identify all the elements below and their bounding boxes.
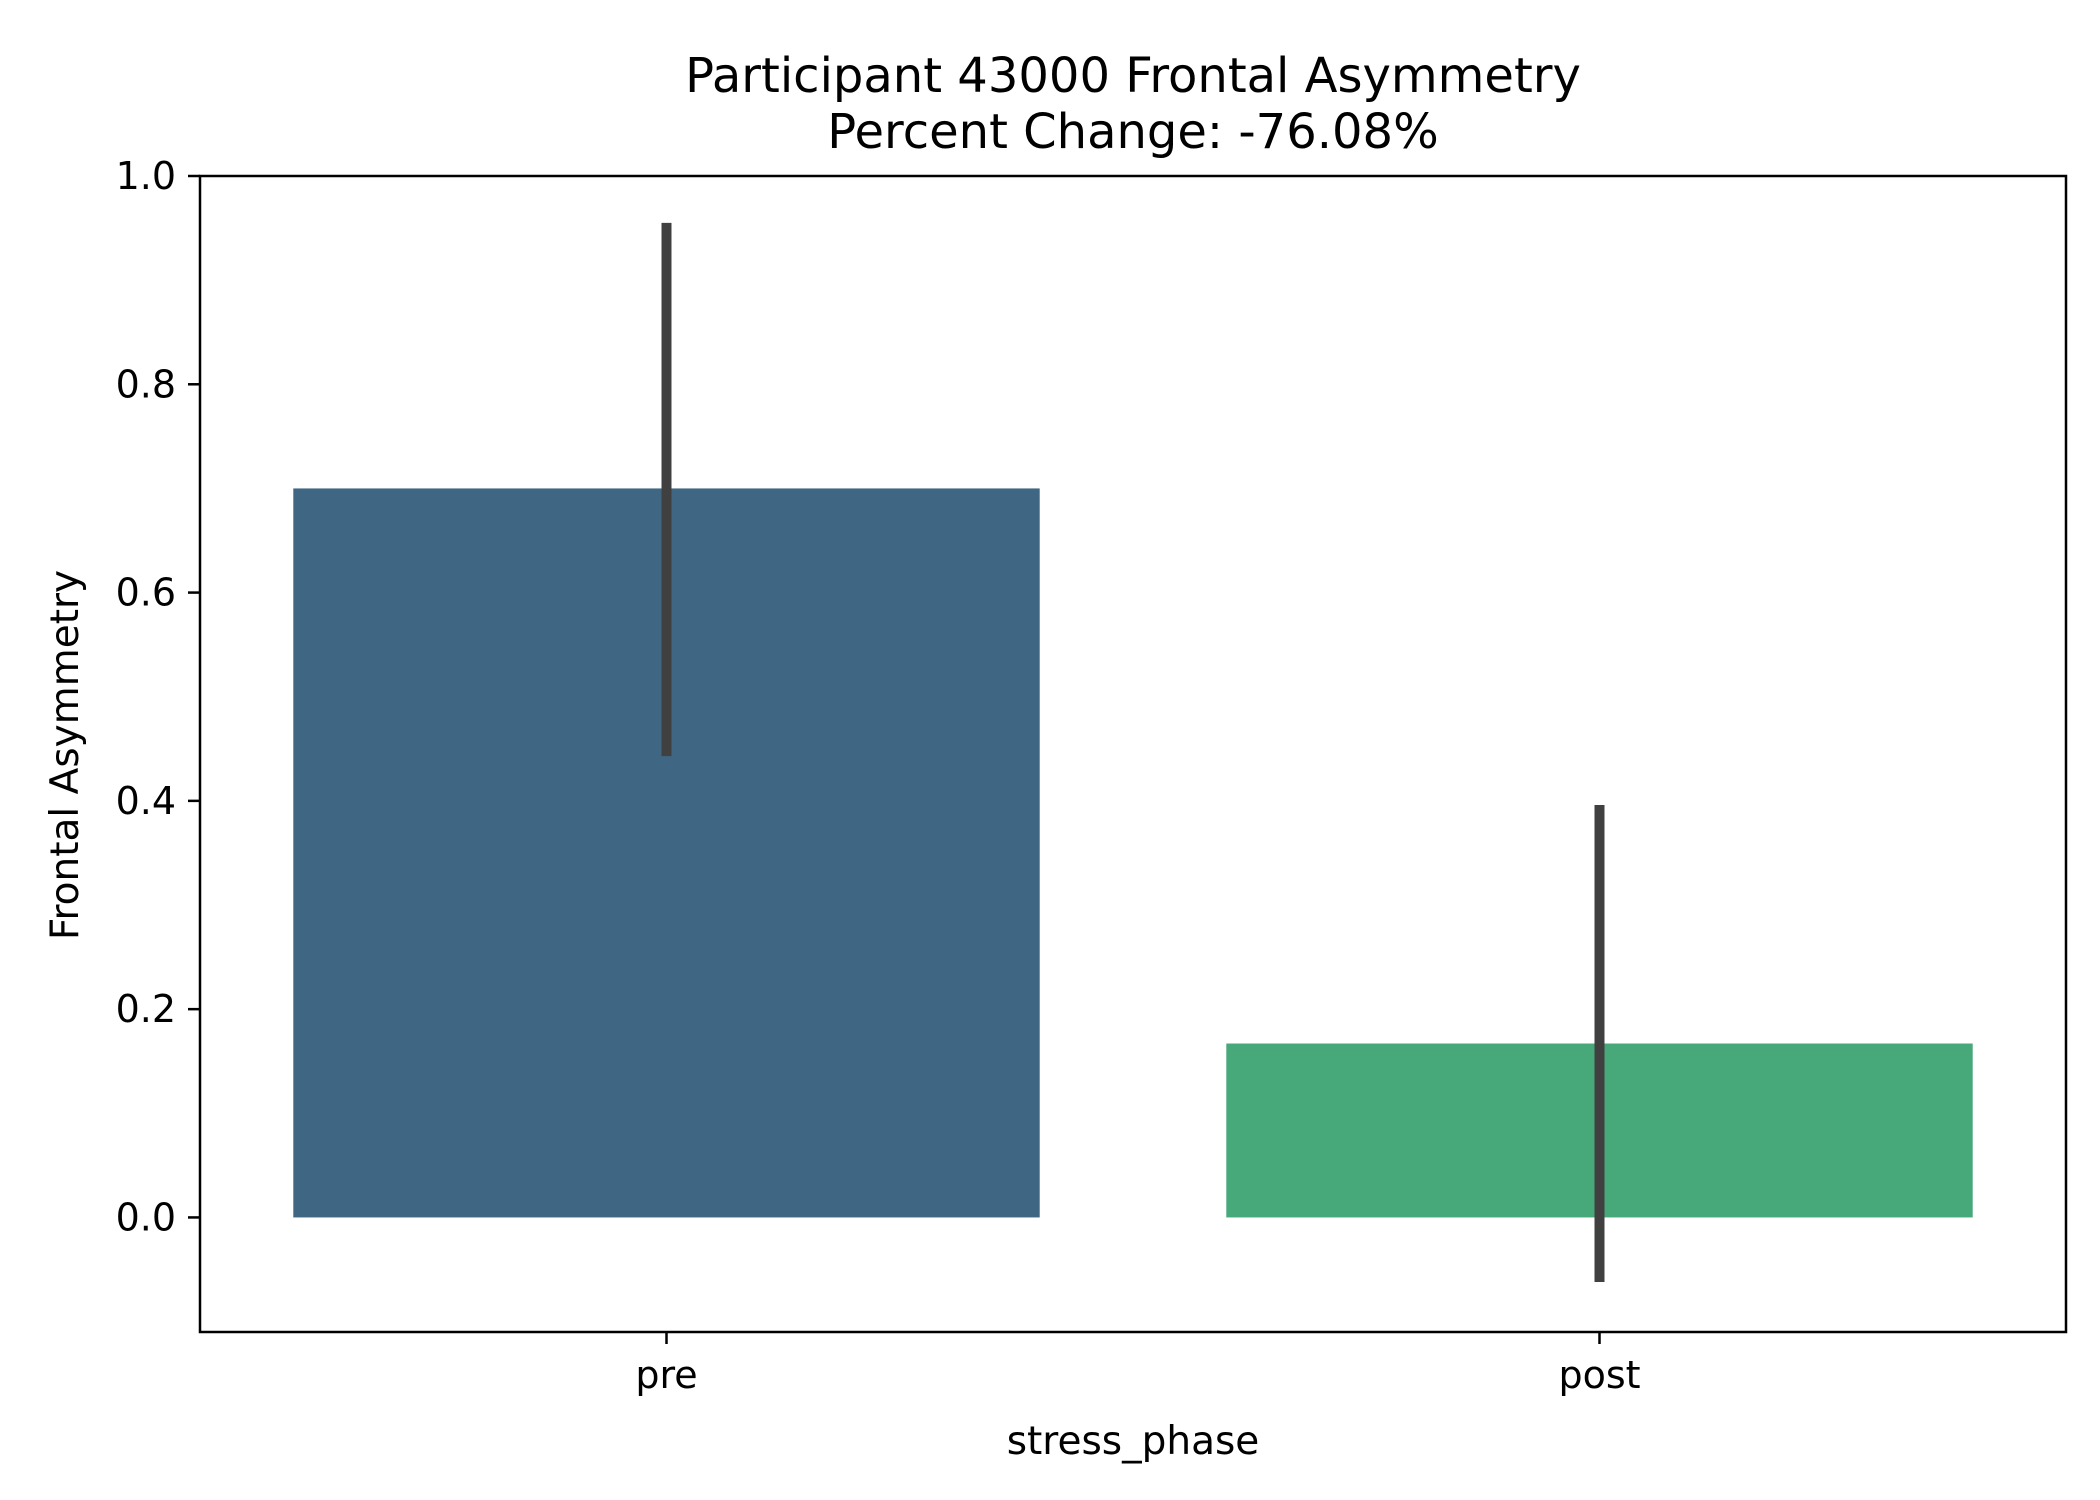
y-tick-label: 1.0: [116, 154, 176, 198]
x-tick-label: post: [1558, 1353, 1640, 1397]
x-axis-label: stress_phase: [1007, 1419, 1260, 1464]
y-tick-label: 0.0: [116, 1195, 176, 1239]
y-axis: 0.0 0.2 0.4 0.6 0.8 1.0: [116, 154, 200, 1239]
y-tick-label: 0.8: [116, 362, 176, 406]
y-tick-label: 0.6: [116, 571, 176, 615]
y-tick-label: 0.4: [116, 779, 176, 823]
y-tick-label: 0.2: [116, 987, 176, 1031]
chart-subtitle: Percent Change: -76.08%: [827, 104, 1438, 160]
axes-frame: [198, 174, 2068, 1334]
x-tick-label: pre: [635, 1353, 697, 1397]
y-axis-label: Frontal Asymmetry: [43, 570, 88, 940]
chart-title: Participant 43000 Frontal Asymmetry: [685, 48, 1581, 104]
x-axis: pre post: [635, 1332, 1641, 1397]
plot-area: [293, 222, 1973, 1283]
